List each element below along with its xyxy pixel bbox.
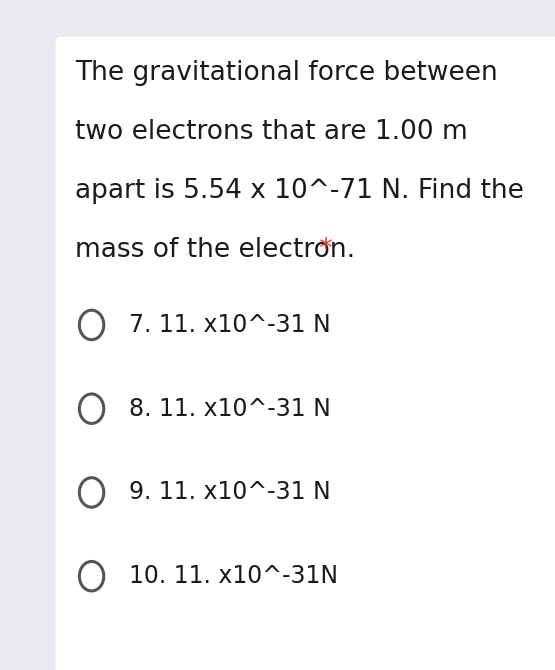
Text: 9. 11. x10^-31 N: 9. 11. x10^-31 N: [129, 480, 331, 505]
Text: two electrons that are 1.00 m: two electrons that are 1.00 m: [75, 119, 468, 145]
Text: 7. 11. x10^-31 N: 7. 11. x10^-31 N: [129, 313, 331, 337]
Text: apart is 5.54 x 10^-71 N. Find the: apart is 5.54 x 10^-71 N. Find the: [75, 178, 524, 204]
Text: 8. 11. x10^-31 N: 8. 11. x10^-31 N: [129, 397, 331, 421]
Text: 10. 11. x10^-31N: 10. 11. x10^-31N: [129, 564, 339, 588]
Text: The gravitational force between: The gravitational force between: [75, 60, 498, 86]
Text: *: *: [311, 237, 332, 263]
FancyBboxPatch shape: [56, 37, 555, 670]
Text: mass of the electron.: mass of the electron.: [75, 237, 355, 263]
